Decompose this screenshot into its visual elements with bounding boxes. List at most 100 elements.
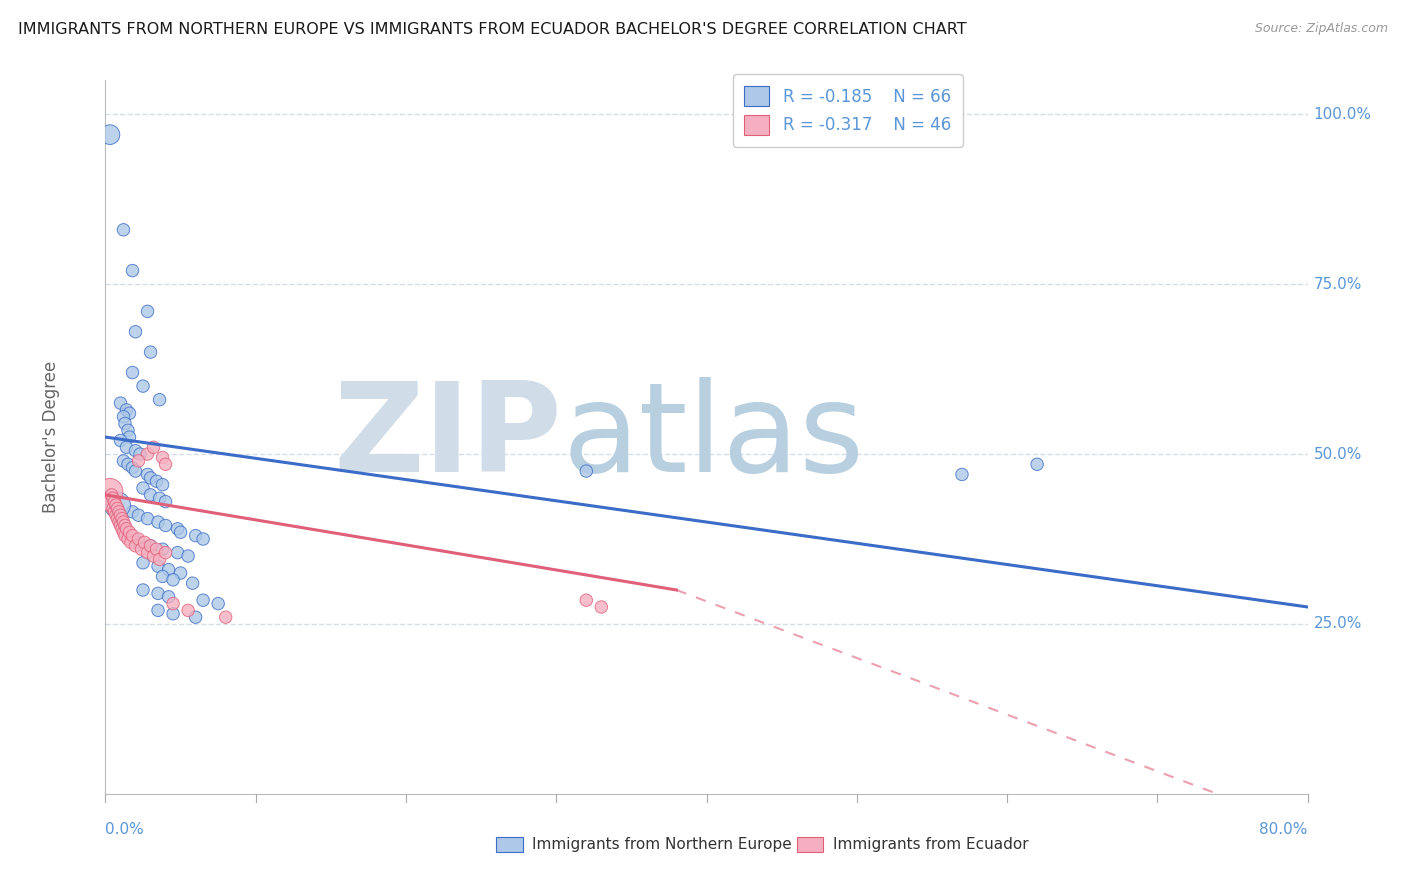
- Text: ZIP: ZIP: [333, 376, 562, 498]
- Point: [104, 508, 127, 523]
- Point: [152, 477, 174, 491]
- Point: [128, 508, 150, 523]
- Point: [100, 488, 122, 502]
- Point: [575, 593, 598, 607]
- Point: [146, 603, 169, 617]
- Point: [136, 447, 159, 461]
- Point: [107, 511, 129, 525]
- Point: [139, 539, 162, 553]
- Point: [117, 532, 139, 546]
- Point: [121, 505, 143, 519]
- Point: [177, 549, 200, 563]
- Point: [136, 304, 159, 318]
- Point: [145, 542, 167, 557]
- Point: [111, 522, 134, 536]
- Point: [128, 532, 150, 546]
- Point: [108, 515, 131, 529]
- Point: [110, 396, 132, 410]
- Point: [169, 566, 191, 580]
- Point: [191, 593, 214, 607]
- Text: Bachelor's Degree: Bachelor's Degree: [42, 361, 60, 513]
- Point: [101, 491, 124, 506]
- Point: [207, 597, 229, 611]
- Point: [136, 546, 159, 560]
- Point: [177, 603, 200, 617]
- Point: [121, 263, 143, 277]
- Point: [115, 403, 138, 417]
- Text: Immigrants from Ecuador: Immigrants from Ecuador: [832, 837, 1028, 852]
- Point: [139, 539, 162, 553]
- Point: [117, 457, 139, 471]
- Point: [191, 532, 214, 546]
- Point: [98, 128, 121, 142]
- Point: [112, 223, 135, 237]
- Text: Immigrants from Northern Europe: Immigrants from Northern Europe: [533, 837, 792, 852]
- Point: [108, 505, 131, 519]
- Point: [121, 366, 143, 380]
- FancyBboxPatch shape: [496, 837, 523, 853]
- Point: [103, 494, 125, 508]
- Point: [139, 488, 162, 502]
- Text: 80.0%: 80.0%: [1260, 822, 1308, 838]
- Legend: R = -0.185    N = 66, R = -0.317    N = 46: R = -0.185 N = 66, R = -0.317 N = 46: [733, 74, 963, 146]
- Point: [142, 549, 165, 563]
- Point: [112, 454, 135, 468]
- Point: [157, 590, 180, 604]
- Point: [181, 576, 204, 591]
- Point: [152, 542, 174, 557]
- Point: [1026, 457, 1049, 471]
- Point: [214, 610, 236, 624]
- Point: [107, 498, 129, 512]
- Point: [134, 535, 156, 549]
- Point: [124, 539, 146, 553]
- Point: [162, 573, 184, 587]
- Point: [124, 443, 146, 458]
- FancyBboxPatch shape: [797, 837, 823, 853]
- Point: [129, 447, 152, 461]
- Point: [112, 515, 135, 529]
- Point: [128, 454, 150, 468]
- Point: [950, 467, 973, 482]
- Point: [184, 528, 207, 542]
- Point: [110, 508, 132, 523]
- Point: [110, 434, 132, 448]
- Point: [132, 379, 155, 393]
- Text: Source: ZipAtlas.com: Source: ZipAtlas.com: [1254, 22, 1388, 36]
- Point: [131, 542, 153, 557]
- Point: [120, 535, 142, 549]
- Point: [114, 528, 136, 542]
- Point: [98, 484, 121, 499]
- Text: 50.0%: 50.0%: [1313, 447, 1362, 461]
- Point: [117, 423, 139, 437]
- Point: [142, 440, 165, 454]
- Point: [146, 586, 169, 600]
- Point: [155, 546, 177, 560]
- Point: [128, 535, 150, 549]
- Text: 100.0%: 100.0%: [1313, 107, 1372, 122]
- Point: [98, 494, 121, 508]
- Point: [146, 515, 169, 529]
- Point: [575, 464, 598, 478]
- Point: [115, 522, 138, 536]
- Point: [110, 518, 132, 533]
- Point: [162, 607, 184, 621]
- Point: [132, 481, 155, 495]
- Point: [148, 392, 170, 407]
- Point: [169, 525, 191, 540]
- Point: [118, 525, 141, 540]
- Point: [121, 528, 143, 542]
- Point: [114, 417, 136, 431]
- Point: [155, 457, 177, 471]
- Point: [132, 582, 155, 597]
- Point: [132, 556, 155, 570]
- Point: [157, 563, 180, 577]
- Text: atlas: atlas: [562, 376, 865, 498]
- Point: [152, 569, 174, 583]
- Point: [148, 552, 170, 566]
- Point: [146, 559, 169, 574]
- Point: [124, 325, 146, 339]
- Point: [112, 409, 135, 424]
- Text: 0.0%: 0.0%: [105, 822, 145, 838]
- Point: [114, 518, 136, 533]
- Point: [118, 406, 141, 420]
